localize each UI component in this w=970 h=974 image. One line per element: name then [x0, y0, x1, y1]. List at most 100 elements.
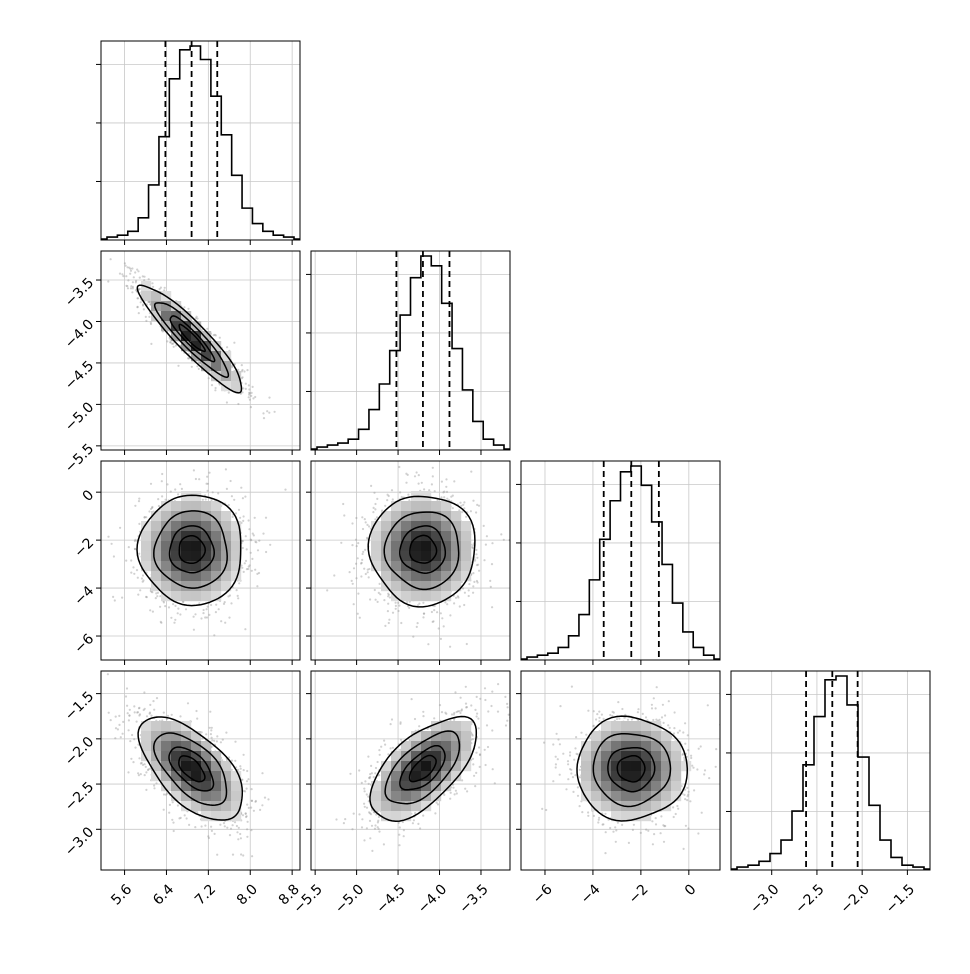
- sample-point: [450, 496, 452, 498]
- sample-point: [125, 560, 127, 562]
- sample-point: [400, 622, 402, 624]
- sample-point: [475, 553, 477, 555]
- sample-point: [242, 497, 244, 499]
- sample-point: [357, 593, 359, 595]
- sample-point: [472, 547, 474, 549]
- sample-point: [418, 603, 420, 605]
- sample-point: [132, 761, 134, 763]
- sample-point: [462, 504, 464, 506]
- sample-point: [155, 782, 157, 784]
- sample-point: [138, 500, 140, 502]
- sample-point: [179, 613, 181, 615]
- sample-point: [274, 411, 276, 413]
- sample-point: [373, 492, 375, 494]
- sample-point: [135, 280, 137, 282]
- sample-point: [138, 553, 140, 555]
- sample-point: [472, 592, 474, 594]
- sample-point: [196, 316, 198, 318]
- density-cell: [461, 551, 471, 561]
- density-cell: [441, 551, 451, 561]
- panel-frame: [101, 41, 300, 240]
- panel-2-0: −6−4−20: [71, 461, 300, 665]
- density-cell: [371, 551, 381, 561]
- sample-point: [159, 288, 161, 290]
- sample-point: [113, 555, 115, 557]
- sample-point: [442, 491, 444, 493]
- sample-point: [463, 604, 465, 606]
- sample-point: [114, 599, 116, 601]
- sample-point: [269, 544, 271, 546]
- sample-point: [133, 573, 135, 575]
- sample-point: [183, 306, 185, 308]
- sample-point: [256, 585, 258, 587]
- density-cell: [431, 531, 441, 541]
- density-cell: [461, 531, 471, 541]
- sample-point: [343, 514, 345, 516]
- sample-point: [253, 534, 255, 536]
- sample-point: [416, 626, 418, 628]
- sample-point: [140, 301, 142, 303]
- sample-point: [114, 737, 116, 739]
- sample-point: [143, 308, 145, 310]
- sample-point: [468, 589, 470, 591]
- sample-point: [443, 625, 445, 627]
- sample-point: [150, 483, 152, 485]
- density-cell: [461, 561, 471, 571]
- sample-point: [107, 280, 109, 282]
- sample-point: [258, 540, 260, 542]
- y-tick-label: −3.5: [62, 275, 97, 310]
- sample-point: [489, 580, 491, 582]
- sample-point: [438, 627, 440, 629]
- sample-point: [237, 403, 239, 405]
- sample-point: [262, 412, 264, 414]
- sample-point: [206, 476, 208, 478]
- density-cell: [221, 511, 231, 521]
- histogram-step: [311, 256, 510, 449]
- sample-point: [130, 270, 132, 272]
- sample-point: [202, 499, 204, 501]
- density-cell: [141, 541, 151, 551]
- sample-point: [374, 508, 376, 510]
- sample-point: [177, 493, 179, 495]
- sample-point: [181, 488, 183, 490]
- sample-point: [207, 606, 209, 608]
- sample-point: [463, 501, 465, 503]
- sample-point: [251, 570, 253, 572]
- sample-point: [215, 387, 217, 389]
- sample-point: [211, 737, 213, 739]
- sample-point: [214, 833, 216, 835]
- sample-point: [149, 609, 151, 611]
- sample-point: [230, 602, 232, 604]
- sample-point: [151, 507, 153, 509]
- sample-point: [242, 520, 244, 522]
- sample-point: [491, 563, 493, 565]
- sample-point: [170, 491, 172, 493]
- sample-point: [486, 535, 488, 537]
- sample-point: [503, 539, 505, 541]
- sample-point: [366, 537, 368, 539]
- sample-point: [170, 617, 172, 619]
- sample-point: [238, 509, 240, 511]
- sample-point: [353, 603, 355, 605]
- sample-point: [392, 612, 394, 614]
- sample-point: [263, 417, 265, 419]
- sample-point: [125, 285, 127, 287]
- sample-point: [191, 366, 193, 368]
- sample-point: [449, 646, 451, 648]
- sample-point: [441, 617, 443, 619]
- y-tick-label: −4.5: [62, 358, 97, 393]
- sample-point: [432, 620, 434, 622]
- sample-point: [212, 491, 214, 493]
- sample-point: [361, 516, 363, 518]
- sample-point: [462, 587, 464, 589]
- sample-point: [134, 271, 136, 273]
- sample-point: [193, 616, 195, 618]
- sample-point: [243, 571, 245, 573]
- sample-point: [137, 594, 139, 596]
- sample-point: [372, 511, 374, 513]
- sample-point: [249, 399, 251, 401]
- sample-point: [246, 770, 248, 772]
- sample-point: [129, 740, 131, 742]
- panel-1-1: [306, 251, 510, 455]
- density-cell: [431, 591, 441, 601]
